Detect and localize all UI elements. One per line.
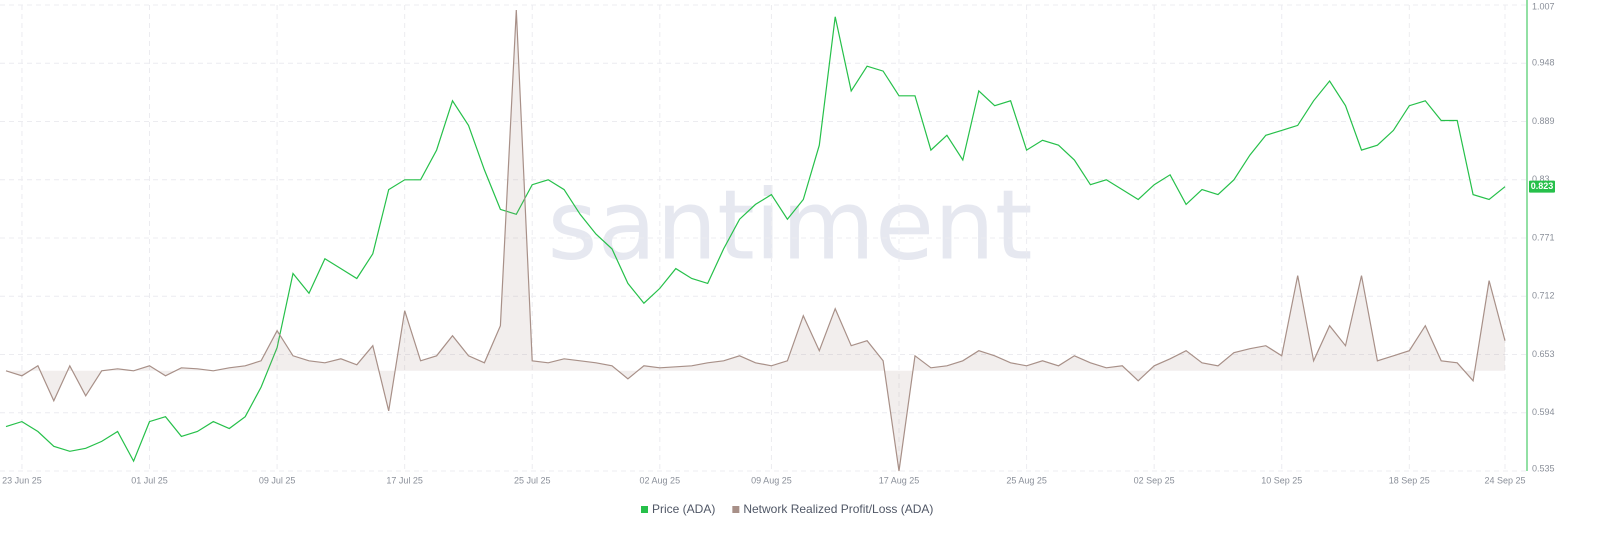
x-tick-label: 23 Jun 25	[2, 475, 42, 485]
last-value-badge	[1529, 180, 1555, 193]
x-tick-label: 25 Aug 25	[1006, 475, 1047, 485]
y-tick-label: 0.535	[1532, 463, 1555, 473]
series-line	[5, 9, 1506, 472]
y-tick-label: 0.594	[1532, 407, 1555, 417]
watermark: santiment	[547, 169, 1032, 281]
x-tick-label: 09 Aug 25	[751, 475, 792, 485]
y-tick-label: 0.771	[1532, 232, 1555, 242]
last-value-label: 0.823	[1531, 181, 1554, 191]
x-tick-label: 18 Sep 25	[1389, 475, 1430, 485]
x-tick-label: 09 Jul 25	[259, 475, 296, 485]
y-tick-label: 0.948	[1532, 58, 1555, 68]
legend-label: Price (ADA)	[652, 502, 715, 516]
x-tick-label: 17 Jul 25	[386, 475, 423, 485]
legend-swatch	[641, 506, 648, 513]
y-tick-label: 0.653	[1532, 349, 1555, 359]
series-line	[5, 16, 1506, 463]
x-tick-label: 24 Sep 25	[1484, 475, 1525, 485]
legend-swatch	[732, 506, 740, 513]
x-tick-label: 02 Aug 25	[640, 475, 681, 485]
legend-label: Network Realized Profit/Loss (ADA)	[743, 502, 933, 516]
y-tick-label: 0.83	[1532, 174, 1550, 184]
x-tick-label: 25 Jul 25	[514, 475, 551, 485]
y-tick-label: 0.889	[1532, 116, 1555, 126]
y-tick-label: 0.712	[1532, 291, 1555, 301]
x-tick-label: 02 Sep 25	[1134, 475, 1175, 485]
x-tick-label: 01 Jul 25	[131, 475, 168, 485]
x-tick-label: 10 Sep 25	[1261, 475, 1302, 485]
y-tick-label: 1.007	[1532, 1, 1555, 11]
x-tick-label: 17 Aug 25	[879, 475, 920, 485]
